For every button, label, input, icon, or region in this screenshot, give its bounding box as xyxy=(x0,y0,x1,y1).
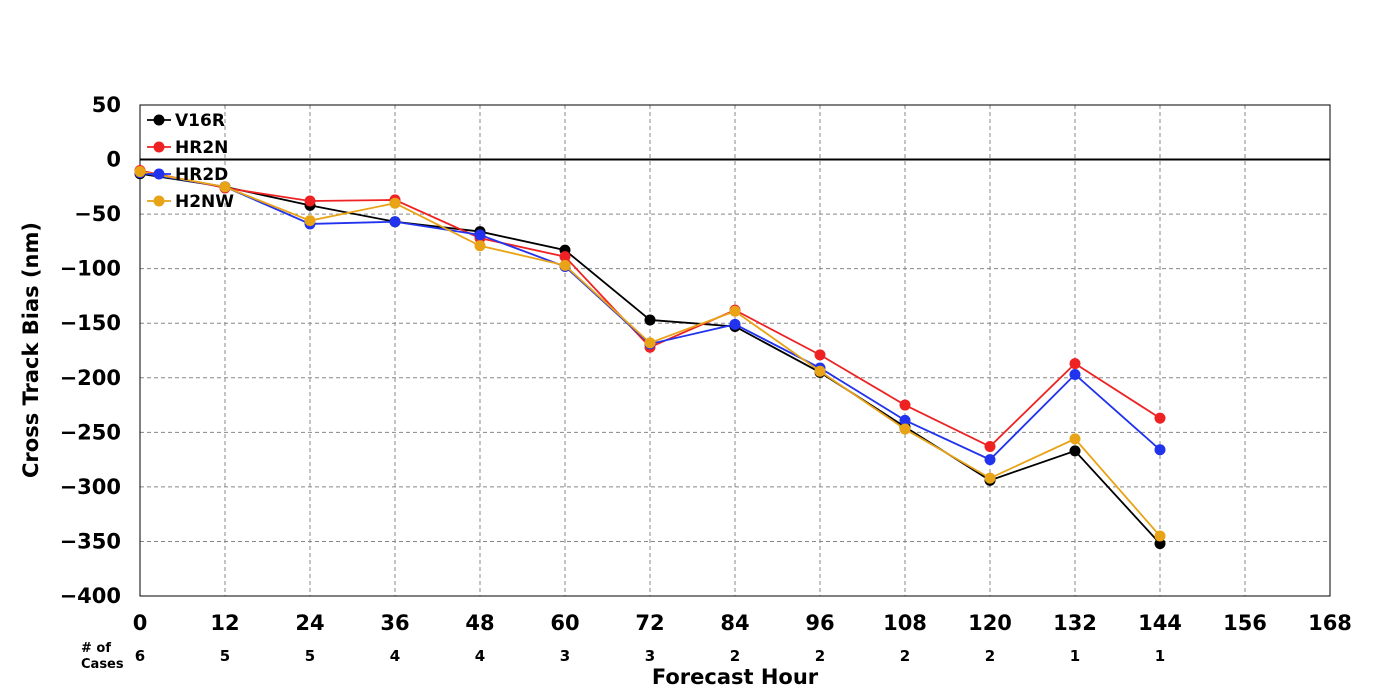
cases-value: 2 xyxy=(900,647,910,665)
legend-label-h2nw: H2NW xyxy=(175,192,234,212)
data-point-hr2d xyxy=(389,216,401,228)
x-tick-label: 60 xyxy=(550,611,579,635)
data-point-hr2d xyxy=(1069,369,1081,381)
cases-label-line1: # of xyxy=(81,641,111,656)
x-tick-label: 0 xyxy=(133,611,148,635)
data-point-v16r xyxy=(644,314,656,326)
data-point-hr2n xyxy=(1154,412,1166,424)
data-point-h2nw xyxy=(474,240,486,252)
data-point-h2nw xyxy=(1154,530,1166,542)
cases-value: 1 xyxy=(1070,647,1080,665)
data-point-h2nw xyxy=(559,259,571,271)
x-tick-label: 168 xyxy=(1308,611,1352,635)
x-tick-label: 108 xyxy=(883,611,927,635)
y-tick-label: −300 xyxy=(60,475,121,499)
data-point-hr2d xyxy=(1154,444,1166,456)
y-tick-label: −250 xyxy=(60,420,121,444)
data-point-hr2d xyxy=(474,229,486,241)
x-tick-label: 156 xyxy=(1223,611,1267,635)
legend-item-hr2d: HR2D xyxy=(147,165,228,185)
data-point-v16r xyxy=(1069,445,1081,457)
cases-value: 2 xyxy=(815,647,825,665)
x-tick-label: 120 xyxy=(968,611,1012,635)
cases-values: 6 5 5 4 4 3 3 2 2 2 2 1 1 xyxy=(135,647,1165,665)
data-point-hr2n xyxy=(1069,358,1081,370)
x-tick-label: 72 xyxy=(635,611,664,635)
legend: V16R HR2N HR2D H2NW xyxy=(147,111,234,212)
x-axis-label: Forecast Hour xyxy=(652,665,819,689)
x-tick-label: 24 xyxy=(295,611,324,635)
data-point-h2nw xyxy=(644,337,656,349)
y-tick-labels: 50 0 −50 −100 −150 −200 −250 −300 −350 −400 xyxy=(60,93,121,608)
y-tick-label: −100 xyxy=(60,257,121,281)
cases-value: 2 xyxy=(730,647,740,665)
data-point-hr2n xyxy=(984,441,996,453)
grid-lines xyxy=(140,105,1330,596)
legend-item-v16r: V16R xyxy=(147,111,225,131)
legend-item-hr2n: HR2N xyxy=(147,138,228,158)
legend-marker-h2nw xyxy=(153,195,165,207)
x-tick-label: 96 xyxy=(805,611,834,635)
cases-value: 4 xyxy=(390,647,400,665)
data-point-h2nw xyxy=(984,472,996,484)
legend-marker-v16r xyxy=(153,114,165,126)
cases-value: 6 xyxy=(135,647,145,665)
data-point-h2nw xyxy=(814,365,826,377)
cases-value: 5 xyxy=(220,647,230,665)
cases-label-line2: Cases xyxy=(81,657,124,672)
cases-value: 2 xyxy=(985,647,995,665)
data-point-h2nw xyxy=(304,215,316,227)
y-axis-label: Cross Track Bias (nm) xyxy=(19,222,43,478)
y-tick-label: −50 xyxy=(74,202,121,226)
cases-value: 3 xyxy=(560,647,570,665)
data-point-h2nw xyxy=(1069,433,1081,445)
legend-label-hr2n: HR2N xyxy=(175,138,228,158)
data-point-h2nw xyxy=(389,197,401,209)
data-point-h2nw xyxy=(899,423,911,435)
y-tick-label: −200 xyxy=(60,366,121,390)
legend-label-v16r: V16R xyxy=(175,111,225,131)
data-point-hr2n xyxy=(304,195,316,207)
data-point-hr2d xyxy=(729,318,741,330)
data-point-v16r xyxy=(1154,538,1166,550)
legend-label-hr2d: HR2D xyxy=(175,165,228,185)
x-tick-label: 144 xyxy=(1138,611,1182,635)
cases-value: 3 xyxy=(645,647,655,665)
series-h2nw xyxy=(134,166,1166,542)
y-tick-label: 50 xyxy=(92,93,121,117)
legend-marker-hr2d xyxy=(153,168,165,180)
cases-value: 5 xyxy=(305,647,315,665)
x-tick-label: 36 xyxy=(380,611,409,635)
legend-marker-hr2n xyxy=(153,141,165,153)
x-tick-label: 12 xyxy=(210,611,239,635)
data-point-h2nw xyxy=(729,305,741,317)
data-point-hr2d xyxy=(984,454,996,466)
x-tick-label: 84 xyxy=(720,611,749,635)
x-tick-labels: 0 12 24 36 48 60 72 84 96 108 120 132 144 156 168 xyxy=(133,611,1352,635)
x-tick-label: 132 xyxy=(1053,611,1097,635)
x-tick-label: 48 xyxy=(465,611,494,635)
data-point-hr2n xyxy=(899,399,911,411)
y-tick-label: −400 xyxy=(60,584,121,608)
y-tick-label: −150 xyxy=(60,311,121,335)
legend-item-h2nw: H2NW xyxy=(147,192,234,212)
data-point-hr2n xyxy=(814,349,826,361)
plot-frame xyxy=(139,104,1331,597)
data-point-hr2n xyxy=(559,251,571,263)
cases-value: 4 xyxy=(475,647,485,665)
cases-value: 1 xyxy=(1155,647,1165,665)
series-layer xyxy=(134,164,1166,550)
y-tick-label: 0 xyxy=(106,148,121,172)
data-point-hr2d xyxy=(899,414,911,426)
data-point-h2nw xyxy=(134,166,146,178)
y-tick-label: −350 xyxy=(60,529,121,553)
data-point-h2nw xyxy=(219,181,231,193)
